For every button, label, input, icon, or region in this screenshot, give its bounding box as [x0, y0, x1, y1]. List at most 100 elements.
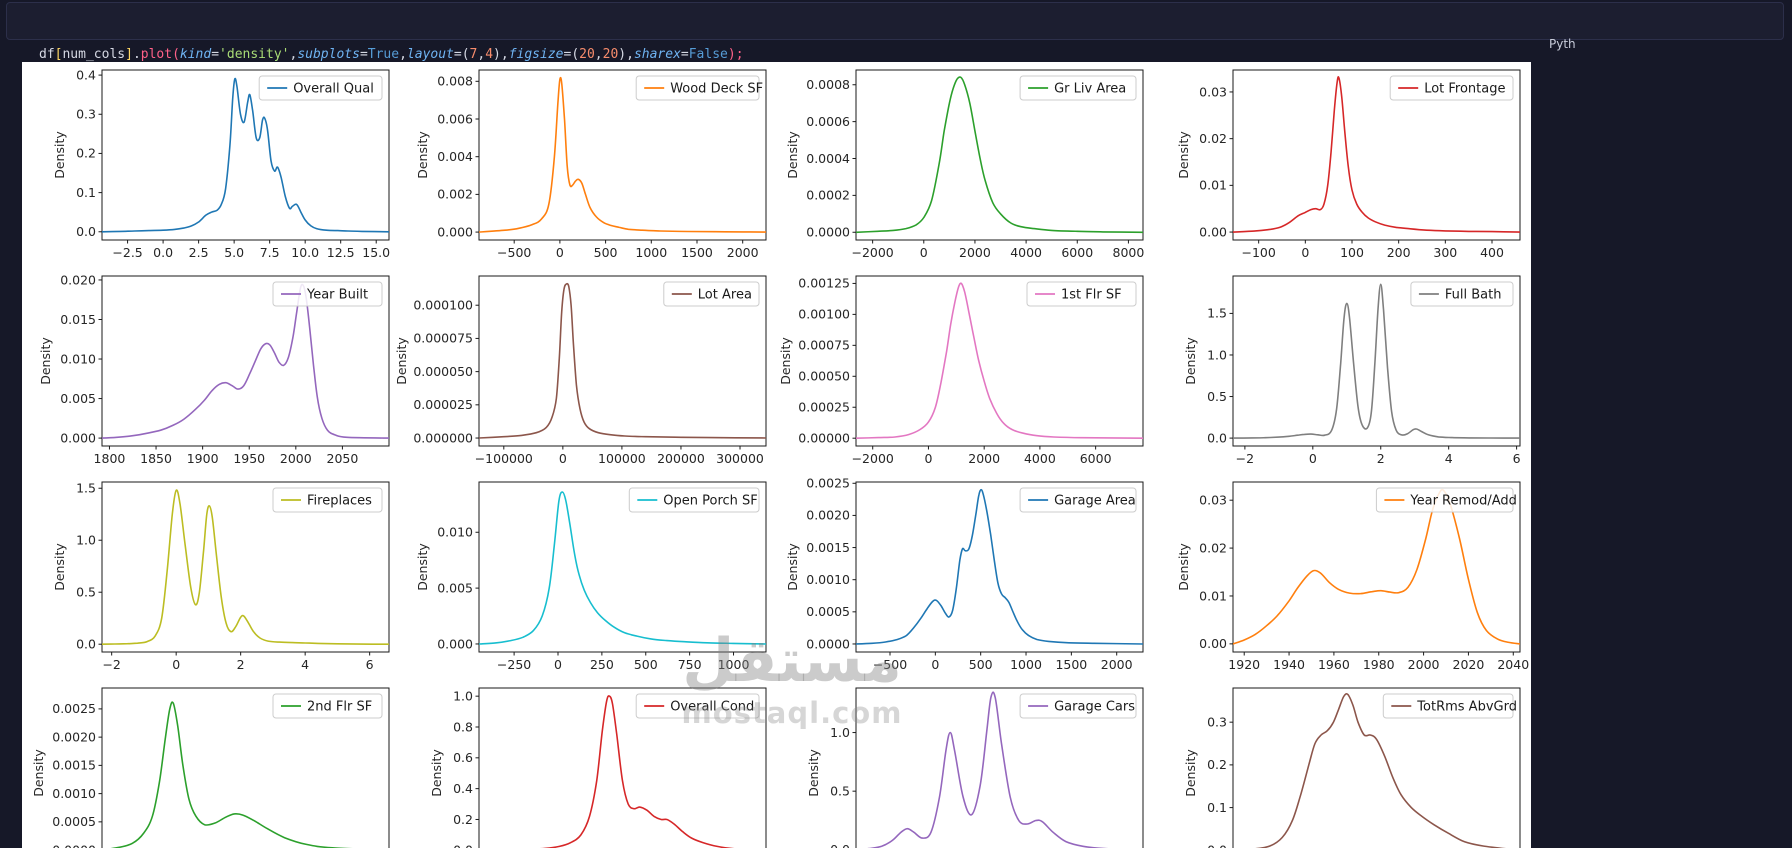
y-tick-label: 0.3: [1207, 714, 1227, 729]
density-curve: [479, 282, 766, 439]
subplot-garage-area: −500 0 500 1000 1500 2000 0.0000 0.0005 0.0010 0.…: [785, 476, 1144, 672]
code-token: num_cols: [62, 46, 126, 62]
code-token: layout: [406, 46, 454, 62]
x-tick-label: 4000: [1024, 451, 1056, 466]
x-tick-label: 2000: [959, 245, 991, 260]
y-tick-label: 0.0010: [806, 572, 850, 587]
y-tick-label: 0.0: [76, 637, 96, 652]
x-tick-label: 2: [1377, 451, 1385, 466]
x-tick-label: 1980: [1363, 657, 1395, 672]
code-token: (: [571, 46, 580, 62]
legend-label: Overall Cond: [670, 700, 754, 715]
x-tick-label: 10.0: [291, 245, 319, 260]
legend-box: [628, 487, 760, 513]
x-tick-label: 6000: [1061, 245, 1093, 260]
y-tick-label: 0.01: [1199, 178, 1227, 193]
y-tick-label: 0.1: [1207, 800, 1227, 815]
x-tick-label: 6: [1513, 451, 1521, 466]
x-tick-label: 6000: [1080, 451, 1112, 466]
x-tick-label: 1000: [635, 245, 667, 260]
y-tick-label: 0.5: [830, 783, 850, 798]
y-tick-label: 0.020: [60, 272, 96, 287]
y-tick-label: 0.000050: [413, 364, 473, 379]
y-tick-label: 0.010: [437, 525, 473, 540]
density-curve: [102, 283, 389, 439]
y-axis-label: Density: [52, 543, 67, 591]
x-tick-label: 0: [920, 245, 928, 260]
x-tick-label: −2: [102, 657, 120, 672]
legend-label: Year Built: [306, 288, 368, 303]
density-curve: [479, 76, 766, 233]
y-tick-label: 0.0025: [806, 476, 850, 491]
code-token: kind: [179, 46, 212, 62]
y-tick-label: 0.0008: [806, 77, 850, 92]
y-tick-label: 0.0025: [52, 701, 96, 716]
y-tick-label: 0.0: [453, 843, 473, 848]
code-token: subplots: [297, 46, 360, 62]
y-tick-label: 0.0005: [52, 814, 96, 829]
x-tick-label: 2000: [968, 451, 1000, 466]
kernel-indicator: Pyth: [1549, 37, 1576, 51]
legend-label: Open Porch SF: [663, 494, 758, 509]
legend-label: Lot Area: [698, 288, 752, 303]
x-tick-label: 2: [237, 657, 245, 672]
x-tick-label: 400: [1480, 245, 1504, 260]
code-token: =: [211, 46, 220, 62]
y-tick-label: 0.02: [1199, 540, 1227, 555]
code-token: ): [493, 46, 501, 62]
y-tick-label: 0.0006: [806, 114, 850, 129]
y-tick-label: 0.0020: [52, 729, 96, 744]
x-tick-label: 2050: [327, 451, 359, 466]
subplot-fireplaces: −2 0 2 4 6 0.0 0.5 1.0 1.5 Density Fireplaces: [52, 481, 390, 672]
legend-box: [1019, 75, 1137, 101]
x-tick-label: 2000: [280, 451, 312, 466]
y-tick-label: 0.0: [76, 224, 96, 239]
y-tick-label: 0.00100: [798, 307, 850, 322]
y-tick-label: 0.0004: [806, 151, 850, 166]
y-tick-label: 0.002: [437, 187, 473, 202]
code-token: 20: [579, 46, 595, 62]
y-tick-label: 0.1: [76, 185, 96, 200]
code-line[interactable]: df[num_cols].plot(kind='density',subplot…: [39, 47, 1775, 64]
code-token: ): [618, 46, 627, 62]
y-tick-label: 0.004: [437, 149, 473, 164]
y-axis-label: Density: [1183, 337, 1198, 385]
density-curve: [102, 489, 389, 645]
code-token: ,: [594, 46, 603, 62]
x-tick-label: 100: [1340, 245, 1364, 260]
x-tick-label: 0: [1301, 245, 1309, 260]
x-tick-label: 1920: [1228, 657, 1260, 672]
y-tick-label: 0.0015: [806, 540, 850, 555]
legend-label: Overall Qual: [293, 82, 374, 97]
density-curve: [1233, 283, 1520, 439]
legend-box: [272, 693, 383, 719]
x-tick-label: 0: [559, 451, 567, 466]
legend-box: [1382, 693, 1514, 719]
code-token: sharex: [633, 46, 681, 62]
y-tick-label: 1.0: [453, 688, 473, 703]
x-tick-label: 12.5: [327, 245, 355, 260]
legend-box: [1410, 281, 1514, 307]
x-tick-label: 500: [969, 657, 993, 672]
y-tick-label: 0.000100: [413, 298, 473, 313]
x-tick-label: −2.5: [112, 245, 142, 260]
density-curve: [102, 77, 389, 233]
x-tick-label: −500: [497, 245, 531, 260]
y-tick-label: 0.0010: [52, 786, 96, 801]
x-tick-label: 2000: [1408, 657, 1440, 672]
x-tick-label: −2: [1236, 451, 1254, 466]
x-tick-label: 1000: [1010, 657, 1042, 672]
code-token: ,: [399, 46, 407, 62]
y-tick-label: 0.000075: [413, 331, 473, 346]
subplot-year-built: 1800 1850 1900 1950 2000 2050 0.000 0.005 0.010 0…: [38, 272, 390, 466]
code-cell[interactable]: df[num_cols].plot(kind='density',subplot…: [6, 2, 1784, 62]
code-token: ;: [735, 46, 744, 62]
x-tick-label: 2000: [1101, 657, 1133, 672]
density-curve: [479, 491, 766, 645]
y-tick-label: 0.3: [76, 107, 96, 122]
y-tick-label: 0.0: [1207, 430, 1227, 445]
x-tick-label: 2020: [1453, 657, 1485, 672]
y-axis-label: Density: [31, 749, 46, 797]
